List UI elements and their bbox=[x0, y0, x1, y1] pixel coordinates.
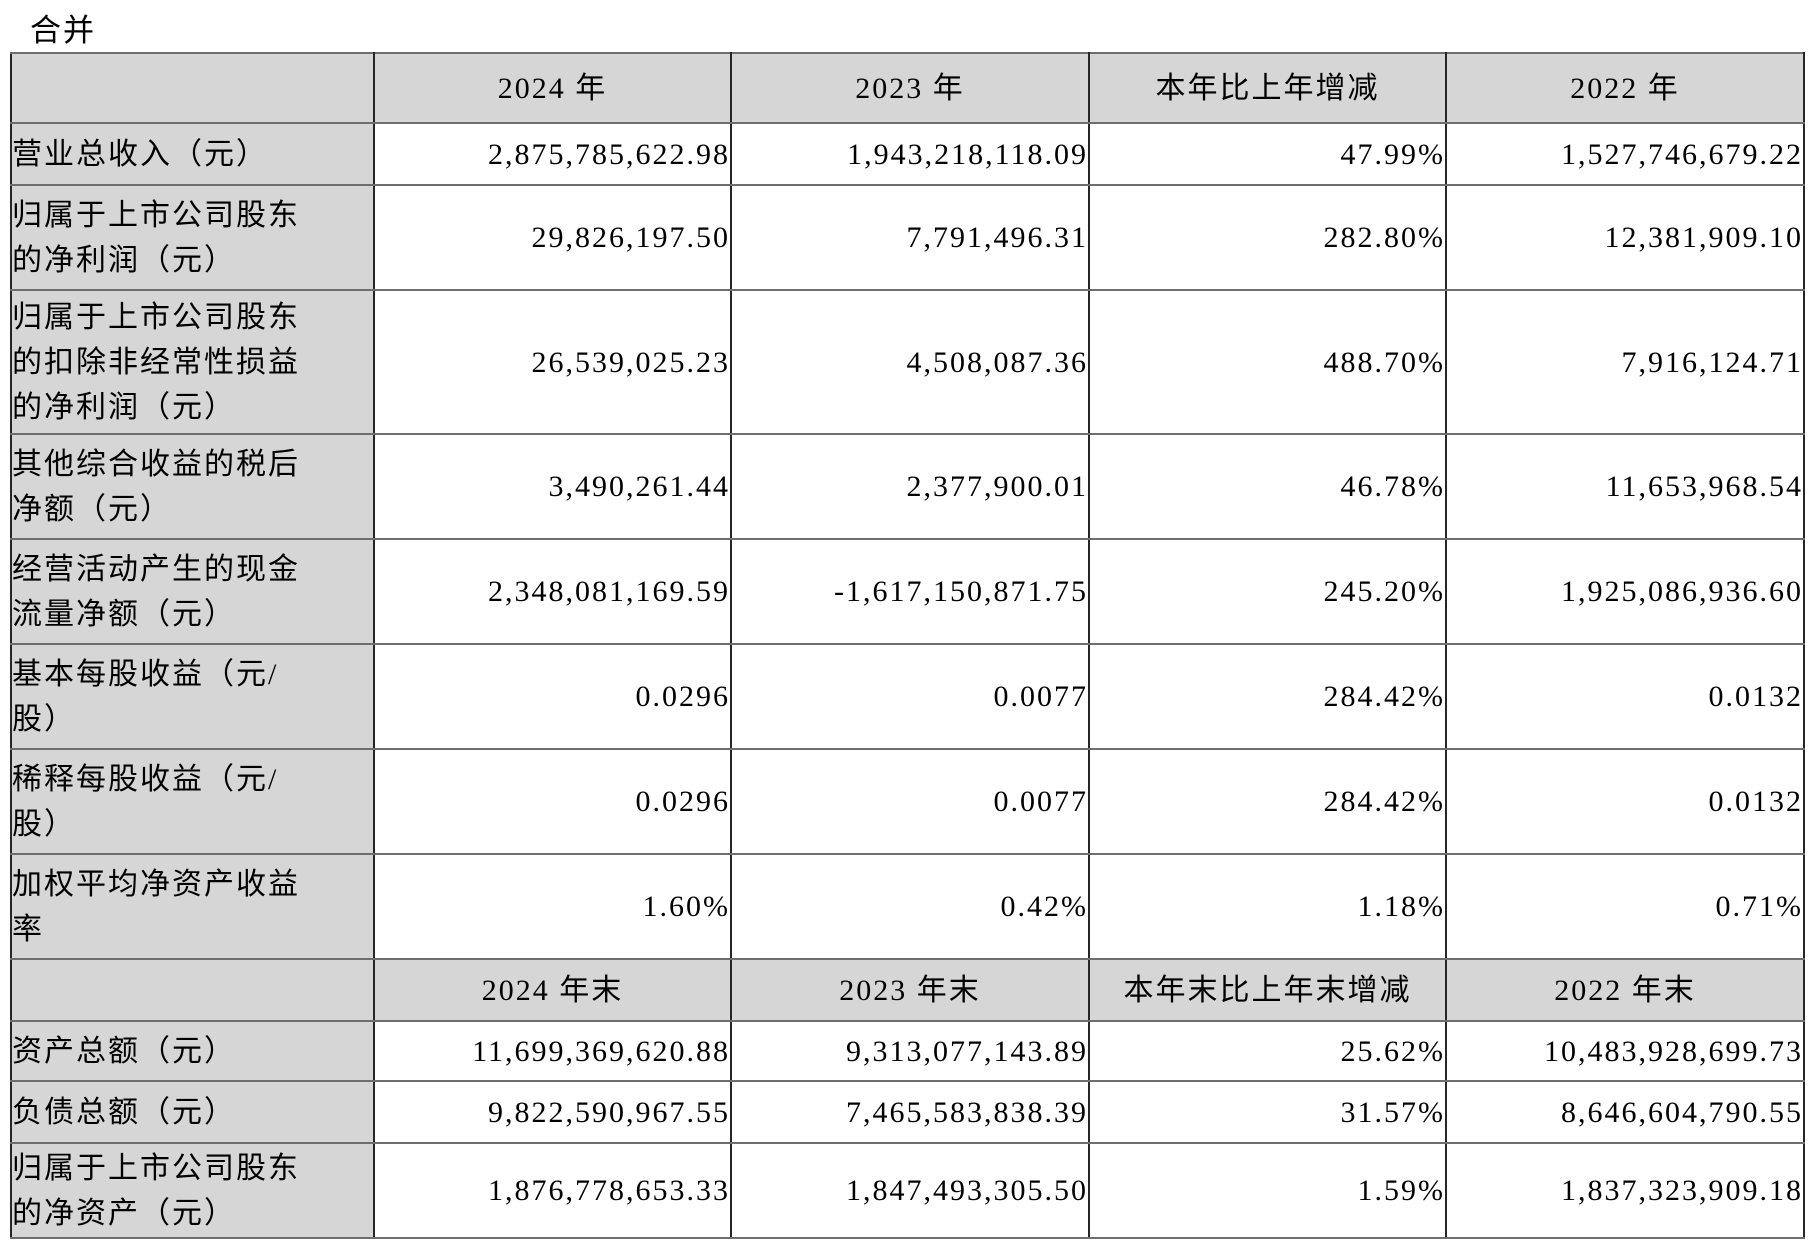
cell-value: 26,539,025.23 bbox=[373, 289, 732, 435]
cell-value: 0.0077 bbox=[730, 748, 1090, 855]
cell-value: 0.0077 bbox=[730, 643, 1090, 750]
table-row: 其他综合收益的税后 净额（元） 3,490,261.44 2,377,900.01 4… bbox=[10, 433, 1805, 540]
cell-value: 0.0296 bbox=[373, 643, 732, 750]
cell-value: 47.99% bbox=[1088, 122, 1447, 186]
header-cell: 本年末比上年末增减 bbox=[1088, 958, 1447, 1022]
cell-value: 0.0132 bbox=[1445, 643, 1805, 750]
cell-value: 488.70% bbox=[1088, 289, 1447, 435]
header-cell: 2023 年末 bbox=[730, 958, 1090, 1022]
table-row: 资产总额（元） 11,699,369,620.88 9,313,077,143.89… bbox=[10, 1020, 1805, 1082]
cell-value: 0.71% bbox=[1445, 853, 1805, 960]
cell-value: 2,875,785,622.98 bbox=[373, 122, 732, 186]
header-row-2: 2024 年末 2023 年末 本年末比上年末增减 2022 年末 bbox=[10, 958, 1805, 1022]
cell-value: 9,822,590,967.55 bbox=[373, 1080, 732, 1144]
header-empty-cell bbox=[10, 958, 375, 1022]
table-row: 负债总额（元） 9,822,590,967.55 7,465,583,838.39 3… bbox=[10, 1080, 1805, 1144]
cell-value: 1,527,746,679.22 bbox=[1445, 122, 1805, 186]
cell-value: 7,916,124.71 bbox=[1445, 289, 1805, 435]
cell-value: 7,465,583,838.39 bbox=[730, 1080, 1090, 1144]
cell-value: 1,925,086,936.60 bbox=[1445, 538, 1805, 645]
header-cell: 2024 年末 bbox=[373, 958, 732, 1022]
cell-value: 2,377,900.01 bbox=[730, 433, 1090, 540]
cell-value: 11,699,369,620.88 bbox=[373, 1020, 732, 1082]
row-label: 加权平均净资产收益 率 bbox=[10, 853, 375, 960]
header-empty-cell bbox=[10, 52, 375, 124]
table-row: 归属于上市公司股东 的扣除非经常性损益 的净利润（元） 26,539,025.23… bbox=[10, 289, 1805, 435]
cell-value: 11,653,968.54 bbox=[1445, 433, 1805, 540]
cell-value: 282.80% bbox=[1088, 184, 1447, 291]
financial-summary-table: 2024 年 2023 年本年比上年增减 2022 年营业总收入（元） 2,875,7… bbox=[10, 52, 1805, 1239]
table-row: 经营活动产生的现金 流量净额（元） 2,348,081,169.59 -1,617,… bbox=[10, 538, 1805, 645]
cell-value: 7,791,496.31 bbox=[730, 184, 1090, 291]
table-row: 加权平均净资产收益 率 1.60% 0.42% 1.18% 0.71% bbox=[10, 853, 1805, 960]
cell-value: 1,943,218,118.09 bbox=[730, 122, 1090, 186]
cell-value: -1,617,150,871.75 bbox=[730, 538, 1090, 645]
row-label: 稀释每股收益（元/ 股） bbox=[10, 748, 375, 855]
table-row: 基本每股收益（元/ 股） 0.0296 0.0077 284.42% 0.0132 bbox=[10, 643, 1805, 750]
row-label: 归属于上市公司股东 的扣除非经常性损益 的净利润（元） bbox=[10, 289, 375, 435]
row-label: 负债总额（元） bbox=[10, 1080, 375, 1144]
header-cell: 2024 年 bbox=[373, 52, 732, 124]
row-label: 经营活动产生的现金 流量净额（元） bbox=[10, 538, 375, 645]
row-label: 归属于上市公司股东 的净利润（元） bbox=[10, 184, 375, 291]
row-label: 营业总收入（元） bbox=[10, 122, 375, 186]
cell-value: 0.42% bbox=[730, 853, 1090, 960]
cell-value: 1,847,493,305.50 bbox=[730, 1142, 1090, 1239]
row-label: 基本每股收益（元/ 股） bbox=[10, 643, 375, 750]
cell-value: 245.20% bbox=[1088, 538, 1447, 645]
cell-value: 0.0296 bbox=[373, 748, 732, 855]
cell-value: 4,508,087.36 bbox=[730, 289, 1090, 435]
row-label: 归属于上市公司股东 的净资产（元） bbox=[10, 1142, 375, 1239]
cell-value: 2,348,081,169.59 bbox=[373, 538, 732, 645]
page-title: 合并 bbox=[30, 13, 96, 48]
cell-value: 284.42% bbox=[1088, 748, 1447, 855]
cell-value: 46.78% bbox=[1088, 433, 1447, 540]
table-row: 归属于上市公司股东 的净利润（元） 29,826,197.50 7,791,496.… bbox=[10, 184, 1805, 291]
header-cell: 2022 年末 bbox=[1445, 958, 1805, 1022]
cell-value: 31.57% bbox=[1088, 1080, 1447, 1144]
cell-value: 12,381,909.10 bbox=[1445, 184, 1805, 291]
header-cell: 2023 年 bbox=[730, 52, 1090, 124]
header-cell: 2022 年 bbox=[1445, 52, 1805, 124]
table-body: 2024 年 2023 年本年比上年增减 2022 年营业总收入（元） 2,875,7… bbox=[10, 52, 1805, 1239]
cell-value: 9,313,077,143.89 bbox=[730, 1020, 1090, 1082]
table-row: 归属于上市公司股东 的净资产（元） 1,876,778,653.33 1,847,4… bbox=[10, 1142, 1805, 1239]
cell-value: 8,646,604,790.55 bbox=[1445, 1080, 1805, 1144]
cell-value: 3,490,261.44 bbox=[373, 433, 732, 540]
cell-value: 29,826,197.50 bbox=[373, 184, 732, 291]
cell-value: 0.0132 bbox=[1445, 748, 1805, 855]
cell-value: 1.59% bbox=[1088, 1142, 1447, 1239]
table-row: 稀释每股收益（元/ 股） 0.0296 0.0077 284.42% 0.0132 bbox=[10, 748, 1805, 855]
cell-value: 1.18% bbox=[1088, 853, 1447, 960]
header-cell: 本年比上年增减 bbox=[1088, 52, 1447, 124]
cell-value: 284.42% bbox=[1088, 643, 1447, 750]
row-label: 资产总额（元） bbox=[10, 1020, 375, 1082]
cell-value: 1.60% bbox=[373, 853, 732, 960]
cell-value: 10,483,928,699.73 bbox=[1445, 1020, 1805, 1082]
row-label: 其他综合收益的税后 净额（元） bbox=[10, 433, 375, 540]
table-row: 营业总收入（元） 2,875,785,622.98 1,943,218,118.09… bbox=[10, 122, 1805, 186]
cell-value: 1,837,323,909.18 bbox=[1445, 1142, 1805, 1239]
cell-value: 1,876,778,653.33 bbox=[373, 1142, 732, 1239]
header-row-1: 2024 年 2023 年本年比上年增减 2022 年 bbox=[10, 52, 1805, 124]
cell-value: 25.62% bbox=[1088, 1020, 1447, 1082]
